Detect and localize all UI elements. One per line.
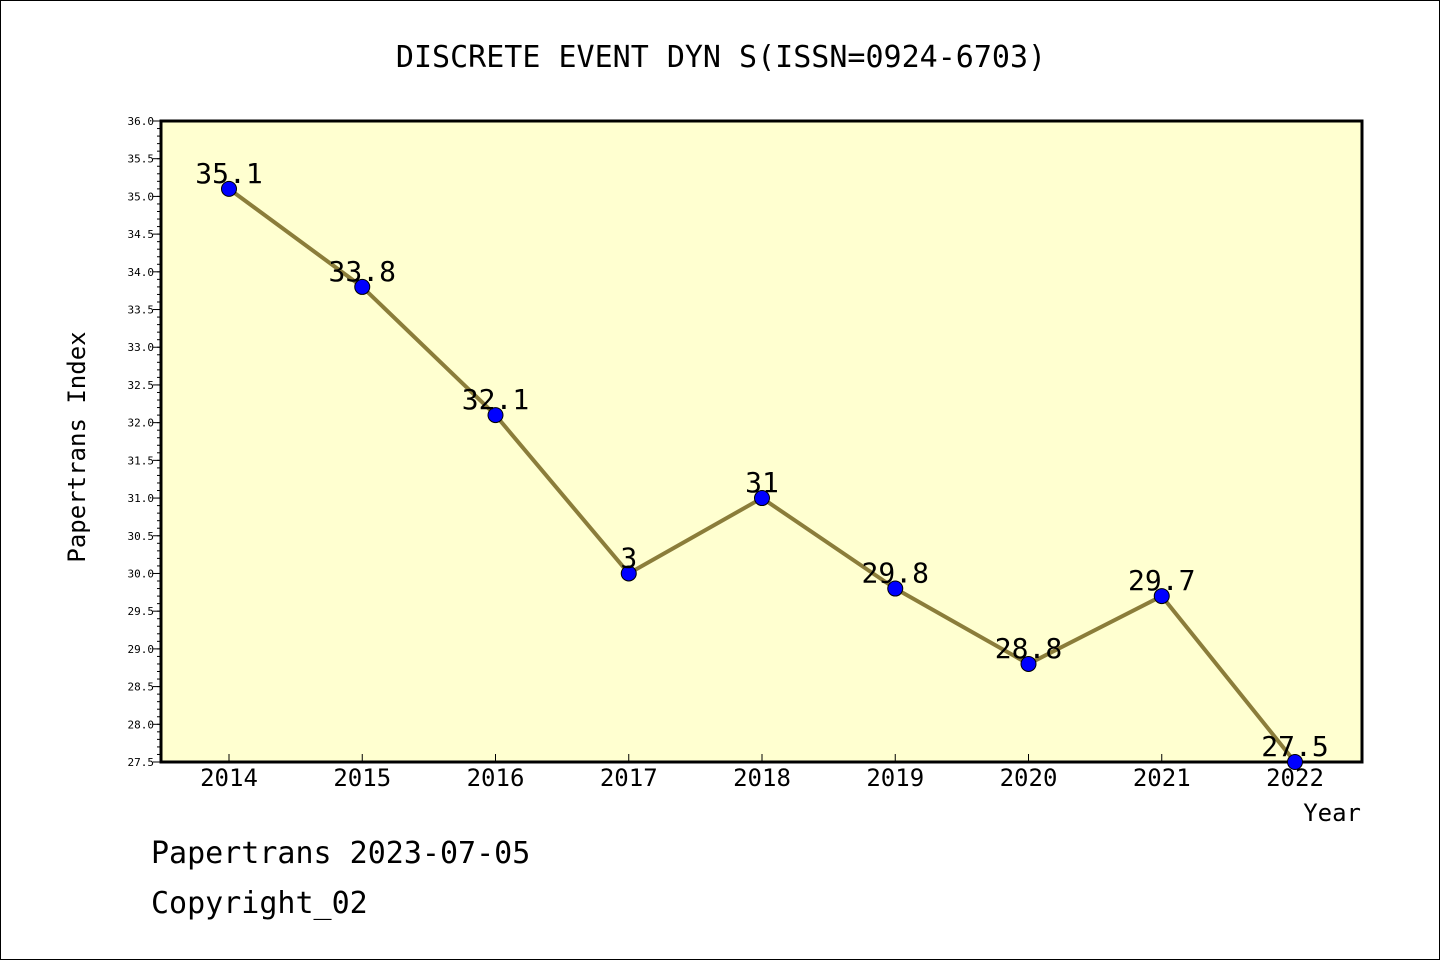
- data-point: [487, 407, 504, 424]
- x-tick-label: 2015: [333, 764, 391, 792]
- data-point: [221, 180, 237, 197]
- y-tick-label: 31.0: [128, 492, 155, 505]
- y-tick-label: 35.0: [128, 190, 155, 203]
- x-tick-label: 2020: [1000, 764, 1058, 792]
- x-tick-label: 2018: [733, 764, 791, 792]
- plot-area: [159, 119, 1364, 764]
- data-label: 28.8: [995, 632, 1062, 665]
- x-tick-label: 2016: [467, 764, 525, 792]
- x-tick-label: 2019: [866, 764, 924, 792]
- y-tick-label: 30.5: [128, 530, 155, 543]
- y-tick-label: 33.5: [128, 304, 155, 317]
- data-label: 3: [620, 541, 637, 574]
- data-point: [354, 278, 371, 295]
- data-point: [754, 490, 770, 507]
- y-axis-label: Papertrans Index: [63, 331, 91, 562]
- chart-title: DISCRETE EVENT DYN S(ISSN=0924-6703): [396, 40, 1046, 75]
- y-tick-label: 32.5: [128, 379, 155, 392]
- data-point: [1287, 754, 1303, 770]
- series-layer: 35.1 33.8 32.1 3 31 29.8 28.8 29.7 27.5: [195, 157, 1329, 770]
- data-label: 29.8: [862, 557, 929, 590]
- data-label: 31: [745, 466, 779, 499]
- y-tick-label: 32.0: [128, 417, 155, 430]
- footer-copyright: Copyright_02: [151, 886, 368, 921]
- y-tick-label: 29.0: [128, 643, 155, 656]
- y-tick-label: 30.0: [128, 567, 155, 580]
- y-tick-label: 27.5: [128, 756, 155, 769]
- x-tick-label: 2014: [200, 764, 258, 792]
- data-label: 27.5: [1261, 730, 1328, 763]
- x-tick-label: 2021: [1133, 764, 1191, 792]
- y-tick-label: 34.5: [128, 228, 155, 241]
- data-point: [887, 580, 904, 597]
- data-label: 32.1: [462, 383, 529, 416]
- y-tick-label: 28.5: [128, 681, 155, 694]
- y-tick-label: 33.0: [128, 341, 155, 354]
- y-tick-label: 29.5: [128, 605, 155, 618]
- y-axis: 27.5 28.0 28.5 29.0 29.5 30.0 30.5 31.0 31.5 32.0…: [128, 115, 161, 769]
- data-point: [1153, 588, 1170, 605]
- y-tick-label: 34.0: [128, 266, 155, 279]
- x-tick-label: 2017: [600, 764, 658, 792]
- data-point: [1020, 655, 1037, 672]
- y-tick-label: 31.5: [128, 454, 155, 467]
- x-axis: 2014 2015 2016 2017 2018 2019 2020 2021 2022: [200, 754, 1324, 792]
- y-tick-label: 35.5: [128, 153, 155, 166]
- data-label: 33.8: [329, 255, 396, 288]
- footer-date: Papertrans 2023-07-05: [151, 836, 531, 871]
- x-axis-label: Year: [1303, 799, 1361, 827]
- y-tick-label: 28.0: [128, 718, 155, 731]
- data-label: 35.1: [195, 157, 262, 190]
- y-tick-label: 36.0: [128, 115, 155, 128]
- data-label: 29.7: [1128, 564, 1195, 597]
- data-point: [620, 565, 637, 582]
